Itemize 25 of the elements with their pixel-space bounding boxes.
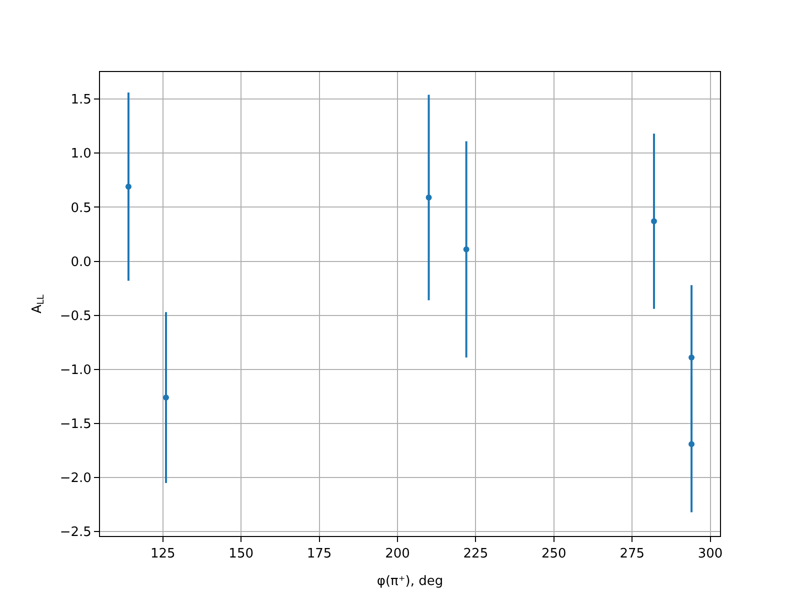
x-tick-label: 225 [463,546,488,562]
y-tick-label: −0.5 [60,308,92,324]
y-tick-label: −2.0 [60,471,92,486]
point [163,394,169,401]
y-tick-label: −1.5 [60,417,92,432]
x-tick-label: 175 [306,546,332,562]
y-tick-label: 1.5 [70,92,92,108]
x-tick-label: 275 [620,546,645,562]
x-tick-label: 150 [228,546,254,562]
point [463,246,470,252]
x-tick-label: 200 [385,546,410,562]
point [125,184,132,190]
x-tick-label: 300 [698,546,723,562]
y-tick-label: 0.5 [70,200,92,216]
point [688,441,695,448]
y-tick-label: −1.0 [60,362,92,378]
x-tick-label: 250 [541,546,566,562]
x-axis-title: φ(π⁺), deg [376,574,444,590]
y-tick-label: 1.0 [70,146,92,162]
y-tick-label: 0.0 [70,254,92,270]
point [426,194,432,200]
x-tick-label: 125 [150,546,176,562]
point [651,218,657,224]
y-tick-label: −2.5 [60,525,92,540]
point [688,354,695,361]
